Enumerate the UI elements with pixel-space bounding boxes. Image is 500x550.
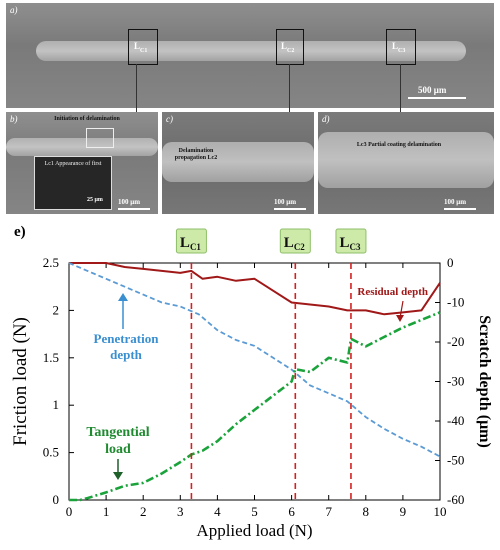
x-tick-label: 8 bbox=[363, 504, 370, 519]
y-axis-title: Friction load (N) bbox=[10, 317, 31, 446]
y-tick-label: 2.5 bbox=[43, 255, 59, 270]
y-tick-label: 1 bbox=[53, 397, 60, 412]
critical-load-label-c1: LC1 bbox=[180, 235, 202, 252]
y-tick-label: 2 bbox=[53, 302, 60, 317]
critical-load-badge-c3 bbox=[335, 228, 367, 254]
scale-bar-d bbox=[444, 208, 476, 210]
scale-text-d: 100 μm bbox=[444, 198, 467, 206]
critical-load-badge-c1 bbox=[175, 228, 207, 254]
scale-text-c: 100 μm bbox=[274, 198, 297, 206]
x-axis-title: Applied load (N) bbox=[196, 521, 312, 540]
scale-text-a: 500 μm bbox=[418, 85, 447, 95]
micrograph-a: a) LC1 LC2 LC3 500 μm bbox=[6, 3, 494, 108]
panel-label-a: a) bbox=[10, 5, 18, 15]
scale-bar-c bbox=[274, 208, 306, 210]
scale-bar-a bbox=[408, 97, 466, 99]
annotation-penetration-depth: Penetration depth bbox=[94, 331, 160, 362]
scratch-track-a bbox=[36, 41, 466, 61]
x-tick-label: 2 bbox=[140, 504, 147, 519]
inset-b-text: Lc1 Appearance of first bbox=[44, 161, 102, 167]
panel-label-d: d) bbox=[322, 114, 330, 124]
micrograph-d: d) Lc3 Partial coating delamination 100 … bbox=[318, 112, 494, 214]
x-tick-label: 1 bbox=[103, 504, 110, 519]
y2-tick-label: -30 bbox=[447, 374, 464, 389]
panel-label-c: c) bbox=[166, 114, 173, 124]
series-line-penetration-depth bbox=[68, 262, 441, 458]
scratch-test-chart: 0 1 2 3 4 5 6 7 8 9 10 0 0.5 1 1.5 2 2.5 0 -10 -20 -30 -40 -50… bbox=[10, 228, 493, 540]
inset-b: Lc1 Appearance of first 25 μm bbox=[34, 156, 112, 210]
annotation-d: Lc3 Partial coating delamination bbox=[356, 142, 442, 148]
x-tick-label: 7 bbox=[325, 504, 332, 519]
box-b-zoom bbox=[86, 128, 114, 148]
leader-lc2 bbox=[289, 64, 290, 114]
y2-tick-label: -50 bbox=[447, 453, 464, 468]
box-lc2 bbox=[276, 29, 304, 65]
scratch-track-b bbox=[6, 138, 158, 156]
y2-tick-label: 0 bbox=[447, 255, 454, 270]
critical-load-badge-c2 bbox=[279, 228, 311, 254]
x-tick-label: 3 bbox=[177, 504, 184, 519]
critical-load-label-c2: LC2 bbox=[284, 235, 306, 252]
annotation-arrowhead-residual bbox=[396, 315, 404, 322]
leader-lc1 bbox=[136, 64, 137, 114]
y2-tick-label: -60 bbox=[447, 492, 464, 507]
scale-bar-b bbox=[118, 208, 150, 210]
annotation-b: Initiation of delamination bbox=[54, 116, 120, 122]
y2-tick-label: -20 bbox=[447, 334, 464, 349]
panel-label-b: b) bbox=[10, 114, 18, 124]
box-lc3-label: LC3 bbox=[392, 41, 406, 54]
annotation-arrowhead-penetration bbox=[118, 293, 128, 301]
box-lc3 bbox=[386, 29, 416, 65]
y-tick-label: 0.5 bbox=[43, 445, 59, 460]
scratch-track-c bbox=[162, 142, 314, 182]
y-tick-label: 1.5 bbox=[43, 350, 59, 365]
scratch-track-d bbox=[318, 132, 494, 188]
series-line-residual-depth bbox=[69, 262, 441, 316]
annotation-tangential-load: Tangential load bbox=[86, 425, 149, 457]
inset-b-scale: 25 μm bbox=[87, 197, 103, 203]
panel-label-e: e) bbox=[14, 224, 26, 240]
y2-tick-label: -40 bbox=[447, 413, 464, 428]
x-tick-label: 0 bbox=[66, 504, 73, 519]
box-lc2-label: LC2 bbox=[281, 41, 295, 54]
y-tick-label: 0 bbox=[53, 492, 60, 507]
series-line-tangential-load bbox=[69, 311, 441, 502]
micrograph-c: c) Delamination propagation Lc2 100 μm bbox=[162, 112, 314, 214]
x-tick-label: 10 bbox=[434, 504, 447, 519]
x-tick-label: 5 bbox=[251, 504, 258, 519]
x-tick-label: 9 bbox=[400, 504, 407, 519]
x-tick-label: 4 bbox=[214, 504, 221, 519]
leader-lc3 bbox=[400, 64, 401, 114]
annotation-arrowhead-tangential bbox=[113, 472, 123, 480]
micrograph-b: b) Initiation of delamination Lc1 Appear… bbox=[6, 112, 158, 214]
x-tick-label: 6 bbox=[288, 504, 295, 519]
y2-tick-label: -10 bbox=[447, 295, 464, 310]
box-lc1-label: LC1 bbox=[134, 41, 148, 54]
annotation-c: Delamination propagation Lc2 bbox=[174, 148, 218, 161]
box-lc1 bbox=[128, 29, 158, 65]
scale-text-b: 100 μm bbox=[118, 198, 141, 206]
y2-axis-title: Scratch depth (μm) bbox=[476, 315, 493, 448]
critical-load-label-c3: LC3 bbox=[339, 235, 361, 252]
annotation-residual-depth: Residual depth bbox=[357, 286, 428, 298]
